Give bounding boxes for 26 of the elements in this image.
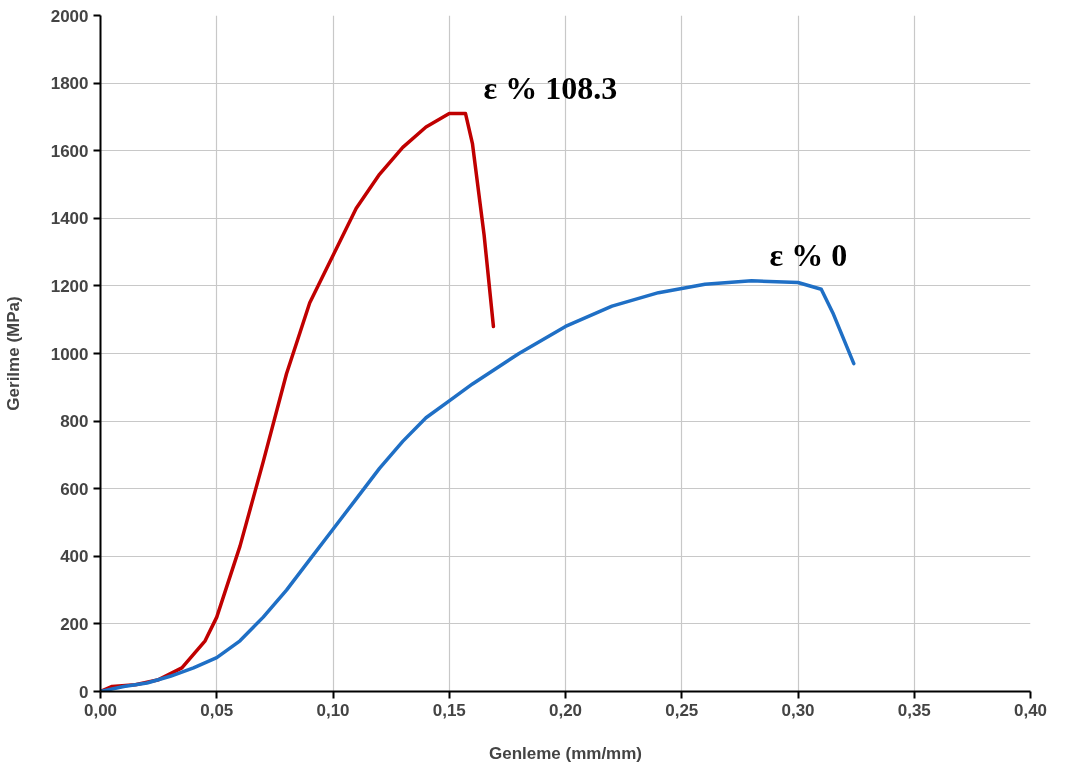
x-tick-label: 0,15 — [432, 700, 466, 720]
y-tick-label: 200 — [60, 614, 89, 634]
y-tick-label: 1800 — [50, 74, 89, 94]
x-tick-label: 0,35 — [897, 700, 931, 720]
y-tick-label: 1200 — [50, 276, 89, 296]
y-tick-label: 1000 — [50, 344, 89, 364]
series-label: ε % 108.3 — [483, 69, 618, 106]
y-tick-label: 2000 — [50, 6, 89, 26]
x-tick-label: 0,20 — [548, 700, 583, 720]
line-series — [100, 279, 856, 692]
y-tick-label: 400 — [60, 547, 89, 567]
x-tick-label: 0,05 — [200, 700, 234, 720]
y-tick-label: 0 — [79, 682, 89, 702]
line-series — [100, 111, 496, 692]
y-tick-label: 800 — [60, 412, 89, 432]
y-tick-label: 600 — [60, 479, 89, 499]
x-axis-title: Genleme (mm/mm) — [488, 743, 643, 763]
x-tick-label: 0,10 — [316, 700, 350, 720]
series-label: ε % 0 — [769, 236, 848, 273]
y-tick-label: 1600 — [50, 141, 89, 161]
y-axis-title: Gerilme (MPa) — [3, 296, 23, 411]
x-tick-label: 0,25 — [665, 700, 699, 720]
x-tick-label: 0,40 — [1013, 700, 1048, 720]
y-tick-label: 1400 — [50, 209, 89, 229]
x-tick-label: 0,00 — [83, 700, 118, 720]
x-tick-label: 0,30 — [781, 700, 815, 720]
